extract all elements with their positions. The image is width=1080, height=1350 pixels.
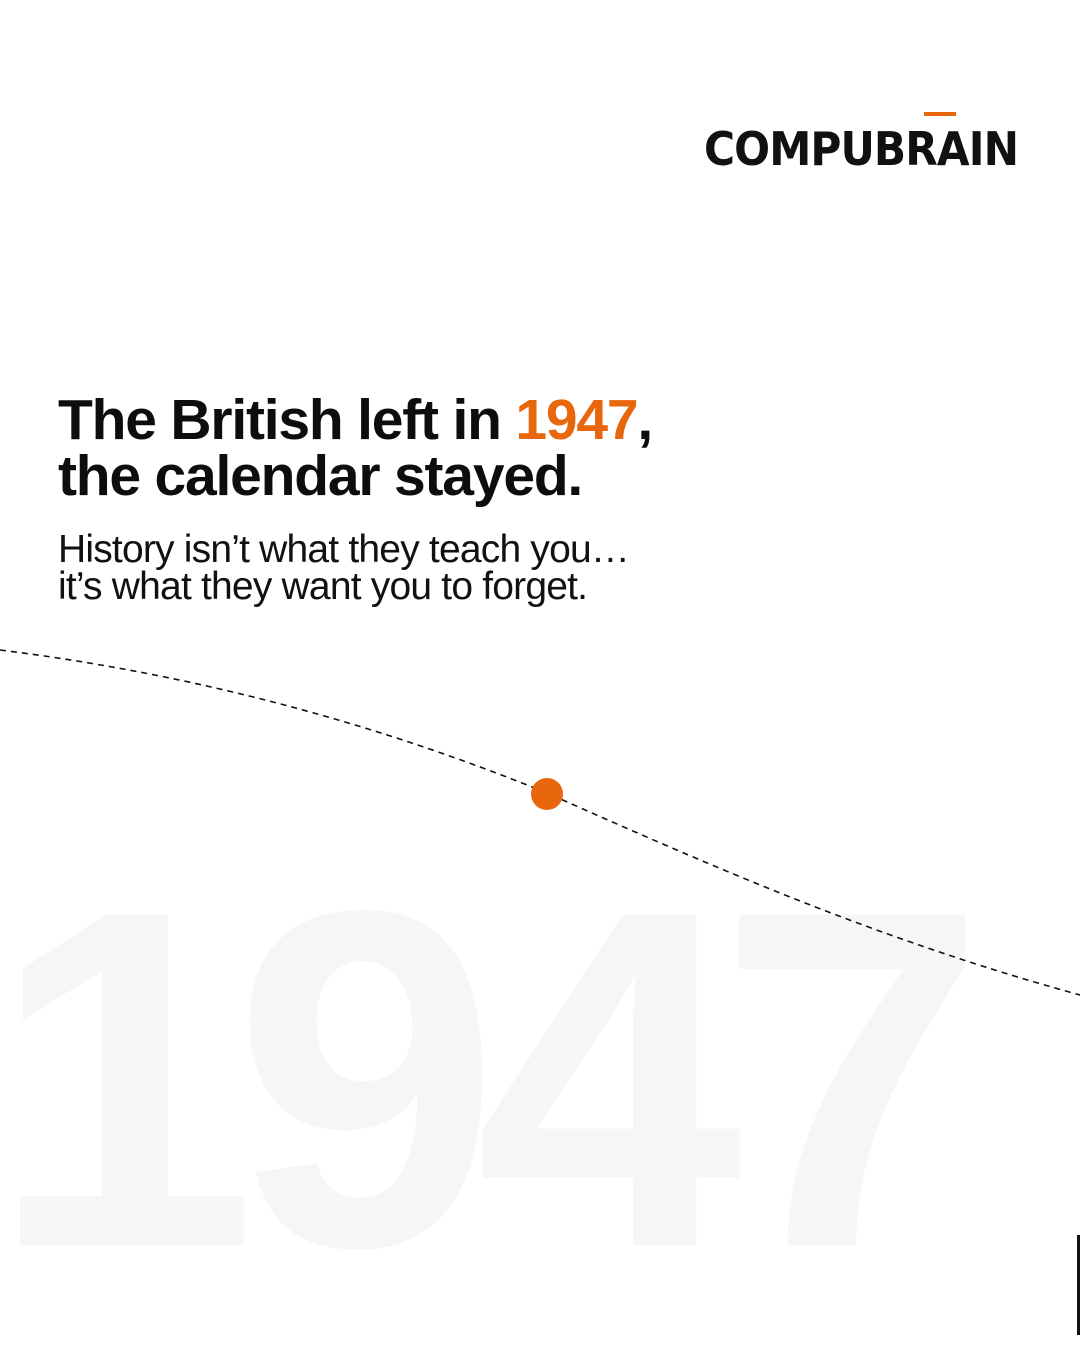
edge-line: [1077, 1235, 1080, 1335]
background-year-watermark: 1947: [0, 810, 966, 1347]
headline-line-1: The British left in 1947,: [58, 392, 653, 449]
subtitle: History isn’t what they teach you… it’s …: [58, 528, 630, 608]
subtitle-line-1: History isn’t what they teach you…: [58, 528, 630, 571]
logo-accent-bar: [924, 112, 956, 116]
compubrain-logo: COMPUBRAIN: [704, 112, 1019, 174]
subtitle-line-2: it’s what they want you to forget.: [58, 565, 588, 608]
timeline-dashed-curve: [0, 649, 1080, 996]
headline-year: 1947: [515, 388, 638, 452]
headline: The British left in 1947, the calendar s…: [58, 392, 653, 508]
headline-suffix: ,: [637, 388, 653, 452]
headline-line-2: the calendar stayed.: [58, 444, 583, 508]
logo-text: COMPUBRAIN: [704, 122, 1019, 176]
timeline-marker-dot: [531, 778, 563, 810]
headline-prefix: The British left in: [58, 388, 516, 452]
